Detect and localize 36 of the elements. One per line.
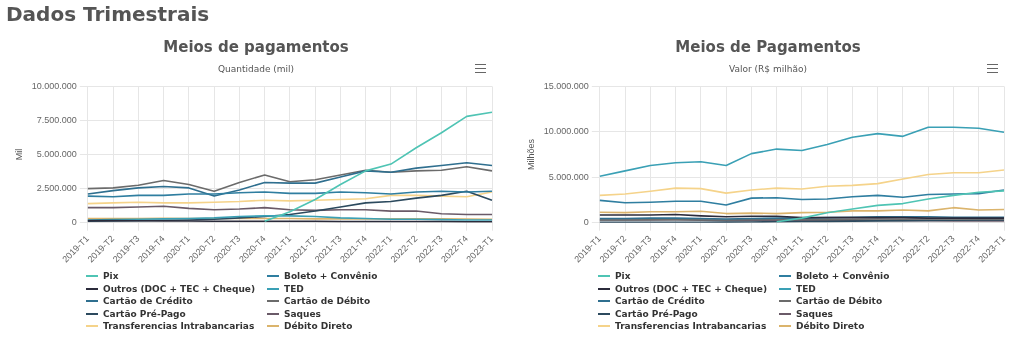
legend-label: TED xyxy=(284,283,304,294)
legend-label: Cartão de Crédito xyxy=(103,296,193,307)
chart-title: Meios de Pagamentos xyxy=(674,38,862,56)
legend-label: TED xyxy=(796,283,816,294)
legend-label: Pix xyxy=(615,271,631,282)
y-tick-label: 7.500.000 xyxy=(36,114,77,125)
legend-label: Cartão de Crédito xyxy=(615,296,705,307)
legend-label: Boleto + Convênio xyxy=(796,271,890,282)
legend-label: Saques xyxy=(796,308,833,319)
legend-label: Débito Direto xyxy=(796,321,865,332)
y-tick-label: 5.000.000 xyxy=(36,149,77,160)
y-tick-label: 10.000.000 xyxy=(31,80,77,91)
legend-label: Transferencias Intrabancarias xyxy=(103,321,255,332)
legend-label: Cartão de Débito xyxy=(796,296,883,307)
legend-label: Cartão Pré-Pago xyxy=(615,308,698,319)
legend-label: Boleto + Convênio xyxy=(284,271,378,282)
chart-title: Meios de pagamentos xyxy=(162,38,350,56)
y-axis-title: Milhões xyxy=(525,138,536,171)
chart-subtitle: Valor (R$ milhão) xyxy=(728,64,808,74)
legend-label: Cartão Pré-Pago xyxy=(103,308,186,319)
legend-label: Saques xyxy=(284,308,321,319)
y-tick-label: 2.500.000 xyxy=(36,183,77,194)
legend-label: Outros (DOC + TEC + Cheque) xyxy=(103,283,256,294)
legend-label: Cartão de Débito xyxy=(284,296,371,307)
y-tick-label: 5.000.000 xyxy=(548,171,589,182)
legend-label: Débito Direto xyxy=(284,321,353,332)
legend-label: Pix xyxy=(103,271,119,282)
y-tick-label: 0 xyxy=(71,217,77,228)
legend-label: Transferencias Intrabancarias xyxy=(615,321,767,332)
text: Dados Trimestrais xyxy=(6,2,210,26)
y-tick-label: 15.000.000 xyxy=(543,80,589,91)
y-tick-label: 10.000.000 xyxy=(543,126,589,137)
y-axis-title: Mil xyxy=(13,148,24,161)
legend-label: Outros (DOC + TEC + Cheque) xyxy=(615,283,768,294)
chart-subtitle: Quantidade (mil) xyxy=(216,64,296,74)
y-tick-label: 0 xyxy=(583,217,589,228)
